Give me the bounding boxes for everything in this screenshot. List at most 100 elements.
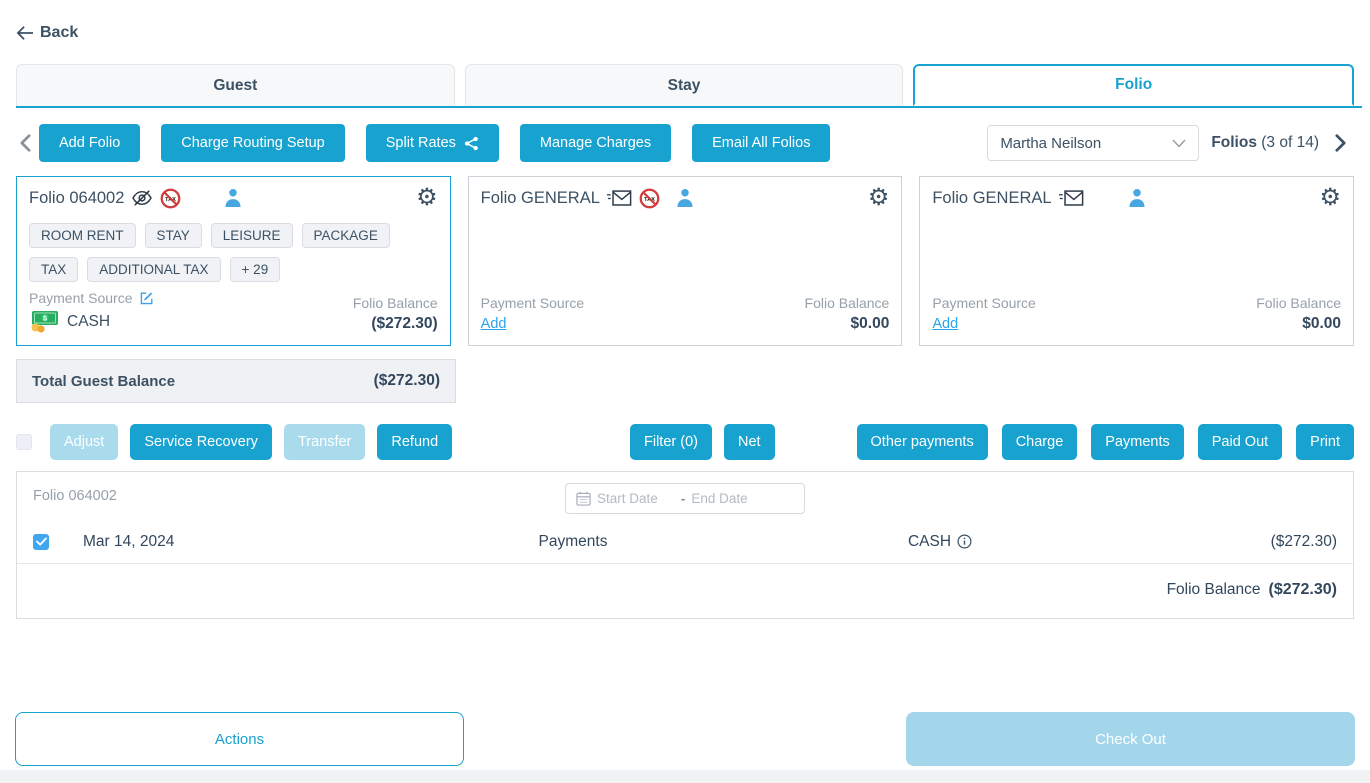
filter-button[interactable]: Filter (0) <box>630 424 712 460</box>
chevron-right-icon[interactable] <box>1331 133 1354 153</box>
folio-balance-label: Folio Balance <box>804 295 890 311</box>
tab-folio[interactable]: Folio <box>913 64 1355 106</box>
transfer-button[interactable]: Transfer <box>283 424 366 460</box>
guest-selector[interactable]: Martha Neilson <box>987 125 1200 161</box>
transactions-table-head: Folio 064002 - <box>17 472 1353 520</box>
folio-card-general-1[interactable]: Folio GENERAL TAX ⚙ Payment Source Add <box>467 176 903 346</box>
other-payments-button[interactable]: Other payments <box>856 424 988 460</box>
folio-cards: Folio 064002 TAX ⚙ ROOM RENT STAY LEISUR… <box>16 176 1355 346</box>
add-folio-button[interactable]: Add Folio <box>39 124 141 162</box>
refund-label: Refund <box>391 434 439 450</box>
tag-room-rent: ROOM RENT <box>29 223 136 248</box>
payments-label: Payments <box>1105 434 1170 450</box>
tag-additional-tax: ADDITIONAL TAX <box>87 257 221 282</box>
tab-stay-label: Stay <box>667 76 701 94</box>
calendar-icon <box>576 491 591 506</box>
folio-card-title: Folio 064002 <box>29 188 125 207</box>
folio-card-general-2[interactable]: Folio GENERAL ⚙ Payment Source Add Folio… <box>919 176 1355 346</box>
add-folio-label: Add Folio <box>59 135 121 151</box>
svg-text:$: $ <box>43 316 47 323</box>
table-folio-label: Folio 064002 <box>33 488 117 504</box>
add-payment-source-link[interactable]: Add <box>480 316 507 332</box>
total-guest-balance-bar: Total Guest Balance ($272.30) <box>16 359 456 403</box>
start-date-input[interactable] <box>597 491 675 506</box>
payment-source-label: Payment Source <box>932 295 1036 311</box>
tab-guest-label: Guest <box>213 76 258 94</box>
add-payment-source-link[interactable]: Add <box>932 316 959 332</box>
folio-balance-amount: $0.00 <box>1302 315 1342 332</box>
date-separator: - <box>681 491 686 506</box>
end-date-input[interactable] <box>691 491 770 506</box>
table-folio-balance-amount: ($272.30) <box>1268 581 1338 598</box>
gear-icon[interactable]: ⚙ <box>416 184 438 211</box>
net-button[interactable]: Net <box>723 424 775 460</box>
folios-label: Folios <box>1211 134 1257 151</box>
mail-icon[interactable] <box>606 189 632 207</box>
row-checkbox[interactable] <box>33 533 49 550</box>
gear-icon[interactable]: ⚙ <box>1319 184 1342 211</box>
tab-guest[interactable]: Guest <box>16 64 455 106</box>
actions-button[interactable]: Actions <box>15 712 464 766</box>
row-date: Mar 14, 2024 <box>83 532 175 550</box>
tag-more-count[interactable]: + 29 <box>229 257 281 282</box>
tag-stay: STAY <box>144 223 202 248</box>
gear-icon[interactable]: ⚙ <box>867 184 890 211</box>
no-tax-icon[interactable]: TAX <box>160 188 181 209</box>
toolbar-right: Martha Neilson Folios (3 of 14) <box>987 125 1354 161</box>
email-all-folios-label: Email All Folios <box>712 135 811 151</box>
paid-out-button[interactable]: Paid Out <box>1197 424 1283 460</box>
total-guest-balance-amount: ($272.30) <box>373 372 440 389</box>
chevron-left-icon[interactable] <box>16 133 39 153</box>
folio-card-064002[interactable]: Folio 064002 TAX ⚙ ROOM RENT STAY LEISUR… <box>16 176 451 346</box>
folio-balance-amount: $0.00 <box>850 315 890 332</box>
tag-leisure: LEISURE <box>210 223 293 248</box>
transaction-actions-row: Adjust Service Recovery Transfer Refund … <box>16 424 1354 460</box>
transaction-actions-left: Adjust Service Recovery Transfer Refund <box>16 424 453 460</box>
refund-button[interactable]: Refund <box>377 424 453 460</box>
payments-button[interactable]: Payments <box>1091 424 1184 460</box>
row-method: CASH <box>908 533 972 551</box>
print-button[interactable]: Print <box>1296 424 1354 460</box>
folio-card-title: Folio GENERAL <box>932 188 1052 207</box>
service-recovery-button[interactable]: Service Recovery <box>130 424 272 460</box>
person-icon[interactable] <box>224 188 242 208</box>
adjust-label: Adjust <box>64 434 105 450</box>
check-out-button[interactable]: Check Out <box>906 712 1355 766</box>
back-label: Back <box>40 24 79 41</box>
folios-count: (3 of 14) <box>1261 134 1319 151</box>
select-all-checkbox[interactable] <box>16 434 32 450</box>
mail-icon[interactable] <box>1058 189 1084 207</box>
edit-icon[interactable] <box>139 290 155 306</box>
back-button[interactable]: Back <box>16 24 78 42</box>
transfer-label: Transfer <box>297 434 352 450</box>
table-footer: Folio Balance ($272.30) <box>17 564 1353 616</box>
service-recovery-label: Service Recovery <box>144 434 258 450</box>
manage-charges-button[interactable]: Manage Charges <box>519 124 672 162</box>
no-tax-icon[interactable]: TAX <box>639 188 660 209</box>
charge-button[interactable]: Charge <box>1001 424 1078 460</box>
transaction-actions-middle: Filter (0) Net <box>630 424 775 460</box>
person-icon[interactable] <box>676 188 694 208</box>
split-rates-button[interactable]: Split Rates <box>365 124 499 162</box>
row-amount: ($272.30) <box>1270 532 1337 550</box>
info-icon[interactable] <box>957 534 972 549</box>
folio-card-title: Folio GENERAL <box>480 188 600 207</box>
table-row[interactable]: Mar 14, 2024 Payments CASH ($272.30) <box>17 520 1353 564</box>
cash-icon: $ <box>29 310 59 333</box>
eye-off-icon[interactable] <box>131 189 153 207</box>
payment-method-value: CASH <box>67 312 111 330</box>
charge-code-tags: ROOM RENT STAY LEISURE PACKAGE TAX ADDIT… <box>29 223 438 282</box>
back-arrow-icon <box>16 25 34 41</box>
payment-source-label: Payment Source <box>29 290 133 306</box>
person-icon[interactable] <box>1128 188 1146 208</box>
email-all-folios-button[interactable]: Email All Folios <box>692 124 831 162</box>
chevron-down-icon <box>1172 138 1186 148</box>
adjust-button[interactable]: Adjust <box>50 424 119 460</box>
footer-actions: Actions Check Out <box>0 712 1370 766</box>
share-icon <box>464 136 479 151</box>
date-range-picker[interactable]: - <box>565 483 805 514</box>
guest-selector-value: Martha Neilson <box>1000 134 1102 152</box>
tab-stay[interactable]: Stay <box>464 64 904 106</box>
charge-routing-setup-button[interactable]: Charge Routing Setup <box>161 124 345 162</box>
